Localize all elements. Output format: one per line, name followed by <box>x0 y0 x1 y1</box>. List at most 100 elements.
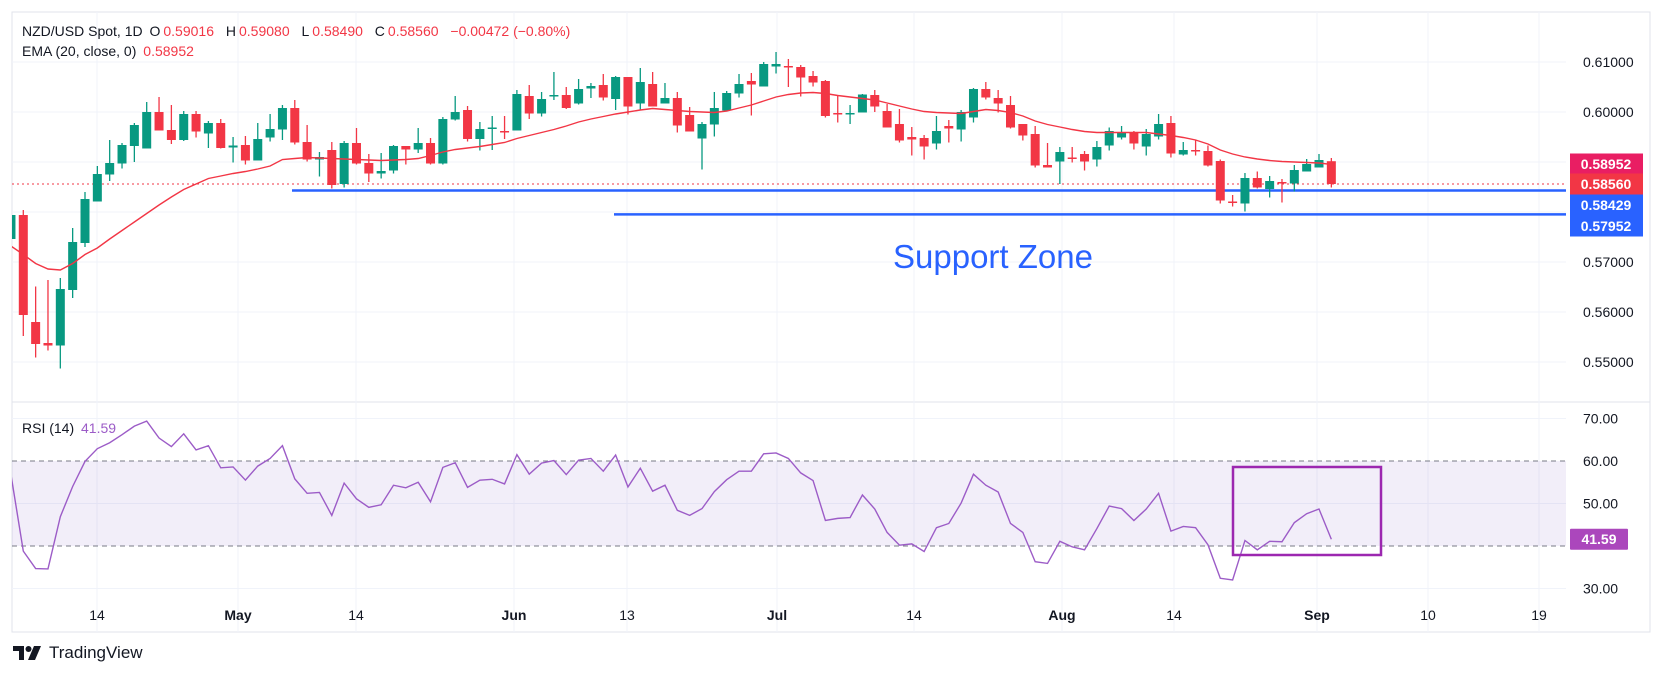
candle <box>931 116 941 150</box>
candle <box>401 146 411 165</box>
candle <box>1055 147 1065 184</box>
tradingview-logo[interactable]: TradingView <box>13 643 143 663</box>
candle-body <box>759 64 769 87</box>
candle-body <box>413 143 423 150</box>
candle-body <box>463 110 473 139</box>
candle-body <box>685 115 695 132</box>
candle-body <box>1203 151 1213 166</box>
candle-body <box>722 93 732 111</box>
candle-body <box>1178 150 1188 155</box>
candle-body <box>68 242 78 290</box>
candle <box>1154 114 1164 140</box>
candle <box>179 111 189 141</box>
x-tick-label: 10 <box>1420 607 1436 623</box>
candle <box>191 111 201 138</box>
candle-body <box>55 289 65 346</box>
candle <box>18 210 28 336</box>
x-tick-label: Jun <box>502 607 527 623</box>
candle-body <box>1314 160 1324 168</box>
candle-body <box>968 89 978 118</box>
open-value: 0.59016 <box>163 23 214 39</box>
candle <box>277 105 287 140</box>
x-tick-label: 14 <box>89 607 105 623</box>
candle-body <box>240 145 250 161</box>
candle <box>919 135 929 160</box>
candle <box>672 92 682 133</box>
candle <box>759 62 769 87</box>
candle-body <box>1240 178 1250 204</box>
x-tick-label: 19 <box>1531 607 1547 623</box>
price-label-bg <box>1570 215 1643 237</box>
candle <box>870 90 880 112</box>
rsi-band <box>12 461 1566 546</box>
x-tick-label: 14 <box>1166 607 1182 623</box>
candle <box>845 105 855 124</box>
price-legend: NZD/USD Spot, 1D O 0.59016 H 0.59080 L 0.58… <box>22 23 573 39</box>
candle <box>722 91 732 111</box>
candle <box>771 52 781 74</box>
candle <box>12 215 16 239</box>
candle-body <box>438 119 448 164</box>
candle-body <box>549 95 559 97</box>
candle <box>1191 139 1201 156</box>
candle-body <box>426 143 436 164</box>
candle <box>426 138 436 165</box>
support-zone-annotation: Support Zone <box>893 238 1093 275</box>
candle-body <box>117 145 127 164</box>
candle-body <box>1018 124 1028 136</box>
candle-body <box>1289 170 1299 184</box>
x-tick-label: Jul <box>767 607 787 623</box>
plot-area <box>12 52 1566 581</box>
candle-body <box>660 98 670 104</box>
candle <box>203 121 213 148</box>
x-tick-label: Aug <box>1048 607 1075 623</box>
candle-body <box>105 163 115 175</box>
candle <box>561 87 571 109</box>
candle <box>709 92 719 137</box>
candle <box>80 192 90 247</box>
candle <box>1215 159 1225 204</box>
candle-body <box>709 108 719 125</box>
candle-body <box>203 123 213 134</box>
candle-body <box>351 143 361 164</box>
candle <box>265 114 275 142</box>
candle-body <box>537 99 547 114</box>
candle-body <box>611 77 621 99</box>
candle <box>734 74 744 98</box>
candle-body <box>166 130 176 140</box>
tradingview-icon <box>13 646 41 660</box>
candle-body <box>191 114 201 132</box>
candle-body <box>907 137 917 140</box>
candle-body <box>450 112 460 120</box>
candle <box>413 128 423 153</box>
candle-body <box>574 89 584 104</box>
candle <box>746 73 756 116</box>
price-tick-label: 0.60000 <box>1583 104 1634 120</box>
low-label: L <box>301 23 310 39</box>
candle <box>351 128 361 165</box>
candle-body <box>894 124 904 141</box>
candle-body <box>1055 152 1065 162</box>
candle-body <box>1154 124 1164 137</box>
candle-body <box>277 108 287 130</box>
candle <box>500 116 510 139</box>
price-label: 0.58560 <box>1581 176 1632 192</box>
candle <box>820 80 830 118</box>
candle <box>1141 129 1151 156</box>
candle-body <box>697 124 707 139</box>
candle <box>92 166 102 202</box>
candle <box>1326 158 1336 188</box>
candle <box>623 77 633 115</box>
candle-body <box>635 82 645 104</box>
candle <box>894 109 904 143</box>
candle-body <box>1277 182 1287 184</box>
candle <box>1104 127 1114 151</box>
candle <box>611 76 621 110</box>
candle-body <box>931 131 941 144</box>
rsi-tick-label: 30.00 <box>1583 581 1618 597</box>
candle <box>1178 142 1188 156</box>
rsi-label-bg <box>1570 528 1628 550</box>
candle <box>1166 116 1176 158</box>
ema-legend: EMA (20, close, 0) 0.58952 <box>22 43 197 59</box>
